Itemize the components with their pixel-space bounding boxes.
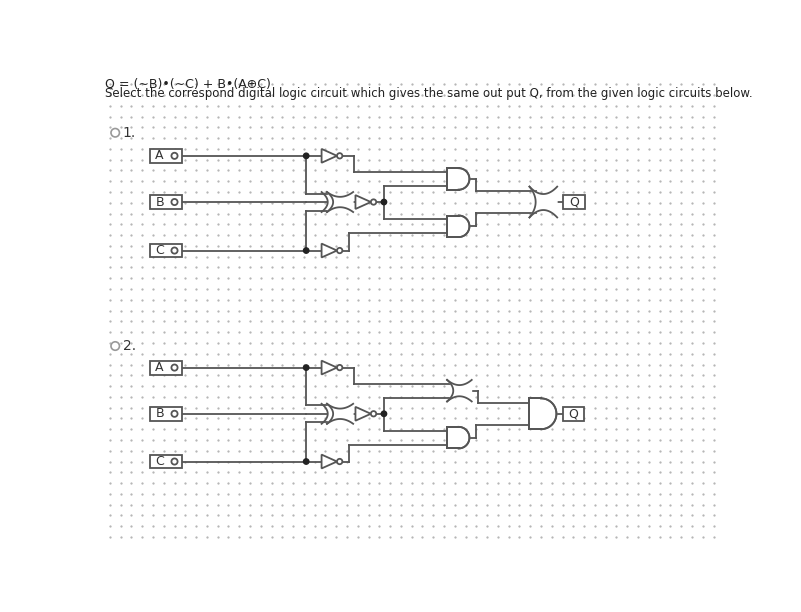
Polygon shape <box>356 195 371 209</box>
Text: Select the correspond digital logic circuit which gives the same out put Q, from: Select the correspond digital logic circ… <box>105 88 753 100</box>
Circle shape <box>304 248 309 253</box>
Text: Q: Q <box>569 407 578 420</box>
Polygon shape <box>327 192 353 212</box>
Circle shape <box>304 459 309 465</box>
Polygon shape <box>327 404 353 424</box>
Text: B: B <box>155 407 164 420</box>
Text: Q = (∼B)•(∼C) + B•(A⊕C): Q = (∼B)•(∼C) + B•(A⊕C) <box>105 77 271 91</box>
Text: C: C <box>155 455 164 468</box>
Text: 2.: 2. <box>123 339 136 353</box>
Text: Q: Q <box>570 195 579 209</box>
Polygon shape <box>529 187 557 217</box>
Bar <box>150 407 182 420</box>
Bar <box>563 195 585 209</box>
Text: B: B <box>155 195 164 209</box>
Circle shape <box>337 248 342 253</box>
Polygon shape <box>447 215 469 237</box>
Text: A: A <box>155 149 163 162</box>
Bar <box>562 407 584 420</box>
Circle shape <box>337 365 342 370</box>
Polygon shape <box>321 360 337 375</box>
Bar <box>150 360 182 375</box>
Polygon shape <box>321 244 337 258</box>
Polygon shape <box>447 380 472 401</box>
Text: A: A <box>155 361 163 374</box>
Circle shape <box>304 365 309 370</box>
Polygon shape <box>321 149 337 163</box>
Bar <box>150 195 182 209</box>
Circle shape <box>304 153 309 159</box>
Text: C: C <box>155 244 164 257</box>
Text: 1.: 1. <box>123 125 136 140</box>
Polygon shape <box>447 168 469 190</box>
Circle shape <box>381 200 387 205</box>
Circle shape <box>371 200 376 205</box>
Bar <box>150 149 182 163</box>
Bar <box>150 244 182 258</box>
Polygon shape <box>447 427 469 449</box>
Circle shape <box>371 411 376 417</box>
Circle shape <box>381 411 387 417</box>
Bar <box>150 455 182 468</box>
Polygon shape <box>321 455 337 468</box>
Polygon shape <box>529 398 557 429</box>
Circle shape <box>337 153 342 159</box>
Circle shape <box>337 459 342 465</box>
Polygon shape <box>356 407 371 420</box>
